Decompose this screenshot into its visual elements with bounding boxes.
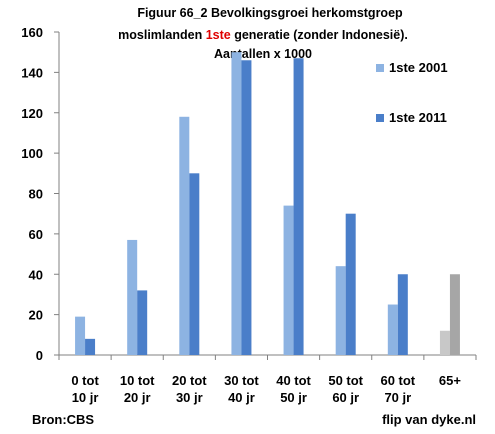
- title-line-2-highlight: 1ste: [206, 28, 231, 42]
- x-tick-label: 20 tot: [172, 373, 207, 388]
- bars: [75, 52, 460, 356]
- y-tick-label: 100: [21, 146, 43, 161]
- bar: [439, 330, 450, 355]
- bar: [335, 266, 346, 355]
- x-tick-label: 40 tot: [276, 373, 311, 388]
- bar: [189, 173, 200, 355]
- legend-label: 1ste 2001: [389, 60, 448, 75]
- x-tick-labels: 0 tot 10 jr 10 tot 20 jr 20 tot 30 jr 30 tot 40…: [71, 373, 461, 405]
- y-tick-label: 40: [29, 267, 43, 282]
- bar: [241, 60, 252, 355]
- bar: [345, 213, 356, 355]
- x-tick-label: 60 tot: [380, 373, 415, 388]
- y-tick-label: 120: [21, 106, 43, 121]
- chart-title: Figuur 66_2 Bevolkingsgroei herkomstgroe…: [118, 6, 408, 61]
- x-tick-label: 10 jr: [72, 390, 99, 405]
- y-tick-label: 140: [21, 65, 43, 80]
- y-tick-labels: 0 20 40 60 80 100 120 140 160: [21, 25, 43, 363]
- title-line-2-post: generatie (zonder Indonesië).: [231, 28, 408, 42]
- x-tick-label: 30 tot: [224, 373, 259, 388]
- bar: [231, 52, 242, 355]
- x-tick-label: 0 tot: [71, 373, 99, 388]
- bar: [293, 58, 304, 356]
- bar: [397, 274, 408, 355]
- x-tick-label: 70 jr: [384, 390, 411, 405]
- x-tick-label: 20 jr: [124, 390, 151, 405]
- legend-label: 1ste 2011: [389, 110, 447, 125]
- legend-swatch: [376, 64, 384, 72]
- axes: [54, 31, 477, 360]
- bar: [127, 239, 138, 355]
- x-tick-label: 40 jr: [228, 390, 255, 405]
- bar: [137, 290, 148, 355]
- y-tick-label: 0: [36, 348, 43, 363]
- x-tick-label: 50 jr: [280, 390, 307, 405]
- bar: [283, 205, 294, 355]
- y-tick-label: 80: [29, 187, 43, 202]
- y-tick-label: 20: [29, 308, 43, 323]
- legend: 1ste 2001 1ste 2011: [376, 60, 448, 125]
- bar: [387, 304, 398, 355]
- bar: [449, 274, 460, 355]
- x-tick-label: 10 tot: [120, 373, 155, 388]
- title-line-2-pre: moslimlanden: [118, 28, 206, 42]
- title-line-1: Figuur 66_2 Bevolkingsgroei herkomstgroe…: [137, 6, 403, 20]
- credit-label: flip van dyke.nl: [382, 412, 476, 427]
- bar: [179, 116, 190, 355]
- source-label: Bron:CBS: [32, 412, 94, 427]
- bar: [75, 316, 86, 355]
- y-tick-label: 160: [21, 25, 43, 40]
- bar: [85, 338, 96, 355]
- x-tick-label: 30 jr: [176, 390, 203, 405]
- x-tick-label: 60 jr: [332, 390, 359, 405]
- title-line-2: moslimlanden 1ste generatie (zonder Indo…: [118, 28, 408, 42]
- y-tick-label: 60: [29, 227, 43, 242]
- x-tick-label: 65+: [439, 373, 461, 388]
- legend-swatch: [376, 114, 384, 122]
- x-tick-label: 50 tot: [328, 373, 363, 388]
